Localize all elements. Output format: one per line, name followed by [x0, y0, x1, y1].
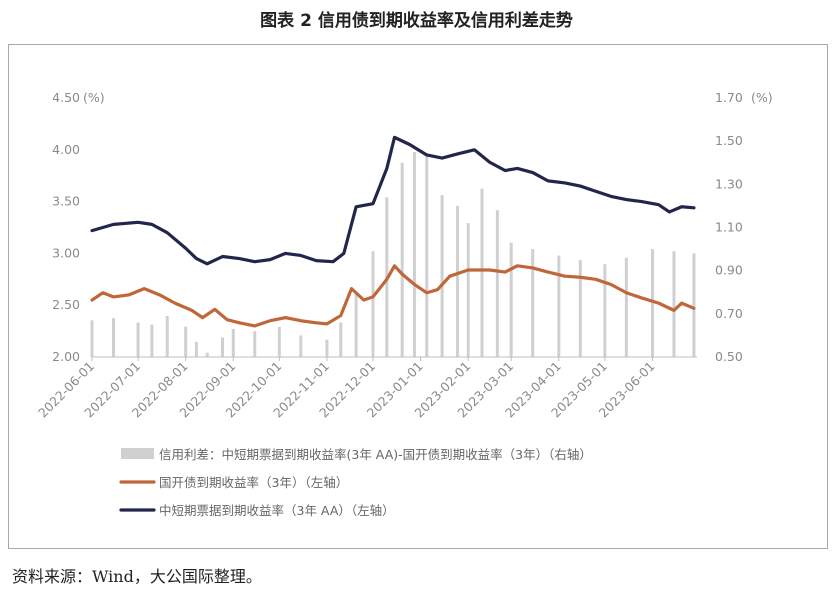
mtn-yield-line: [90, 135, 696, 266]
spread-bar: [440, 195, 444, 358]
legend-label: 中短期票据到期收益率（3年 AA）（左轴）: [159, 503, 395, 518]
spread-bar: [603, 264, 607, 357]
spread-bar: [90, 320, 94, 357]
spread-bar: [412, 151, 416, 357]
legend-swatch: [121, 448, 154, 459]
cdb-yield-line: [90, 264, 696, 328]
left-tick-label: 4.00: [52, 142, 80, 157]
spread-bar: [194, 341, 198, 357]
spread-bar: [672, 251, 676, 357]
right-tick-label: 0.90: [715, 263, 743, 278]
spread-bar: [205, 352, 209, 357]
right-axis-ticks: 0.50 0.70 0.90 1.10 1.30 1.50 1.70 (%): [715, 90, 773, 364]
spread-bar: [509, 242, 513, 357]
spread-bars: [90, 151, 696, 358]
spread-bar: [480, 188, 484, 357]
spread-bar: [253, 331, 257, 357]
source-note: 资料来源：Wind，大公国际整理。: [12, 567, 262, 586]
chart-svg: 2.002.503.003.504.004.50 (%) 0.500.700.90…: [35, 90, 773, 518]
left-tick-label: 3.50: [52, 194, 80, 209]
legend-label: 国开债到期收益率（3年）（左轴）: [159, 475, 348, 490]
right-tick-label: 0.70: [715, 306, 743, 321]
spread-bar: [650, 249, 654, 357]
spread-bar: [354, 292, 358, 357]
spread-bar: [400, 162, 404, 357]
chart-frame: 2.00 2.50 3.00 3.50 4.00 4.50 (%) 0.50 0.70 0.90…: [8, 44, 828, 549]
spread-bar: [495, 210, 499, 357]
spread-bar: [531, 249, 535, 357]
spread-bar: [624, 257, 628, 357]
spread-bar: [578, 259, 582, 358]
x-axis-ticks: 2022-06-012022-07-012022-08-012022-09-01…: [35, 357, 658, 420]
spread-bar: [136, 322, 140, 357]
spread-bar: [339, 322, 343, 357]
spread-bar: [371, 251, 375, 357]
left-axis-unit: (%): [83, 90, 105, 105]
spread-bar: [221, 337, 225, 357]
spread-bar: [466, 223, 470, 357]
spread-bar: [325, 339, 329, 357]
right-axis-unit: (%): [751, 90, 773, 105]
right-tick-label: 1.10: [715, 220, 743, 235]
legend: 信用利差：中短期票据到期收益率(3年 AA)-国开债到期收益率（3年）（右轴） 国…: [119, 447, 592, 518]
left-tick-label: 2.50: [52, 297, 80, 312]
spread-bar: [277, 326, 281, 357]
legend-label: 信用利差：中短期票据到期收益率(3年 AA)-国开债到期收益率（3年）（右轴）: [159, 447, 592, 462]
spread-bar: [299, 335, 303, 357]
right-tick-label: 1.30: [715, 176, 743, 191]
spread-bar: [425, 156, 429, 357]
spread-bar: [692, 253, 696, 357]
spread-bar: [184, 326, 188, 357]
yield-lines: [90, 135, 696, 328]
left-tick-label: 4.50: [52, 90, 80, 105]
right-tick-label: 0.50: [715, 349, 743, 364]
spread-bar: [231, 328, 235, 357]
right-tick-label: 1.50: [715, 133, 743, 148]
left-tick-label: 3.00: [52, 245, 80, 260]
spread-bar: [455, 205, 459, 357]
spread-bar: [165, 315, 169, 357]
chart-title: 图表 2 信用债到期收益率及信用利差走势: [260, 11, 573, 31]
spread-bar: [112, 318, 115, 357]
left-axis-ticks: 2.00 2.50 3.00 3.50 4.00 4.50 (%): [52, 90, 104, 364]
left-tick-label: 2.00: [52, 349, 80, 364]
spread-bar: [150, 324, 154, 358]
right-tick-label: 1.70: [715, 90, 743, 105]
spread-bar: [557, 255, 561, 357]
